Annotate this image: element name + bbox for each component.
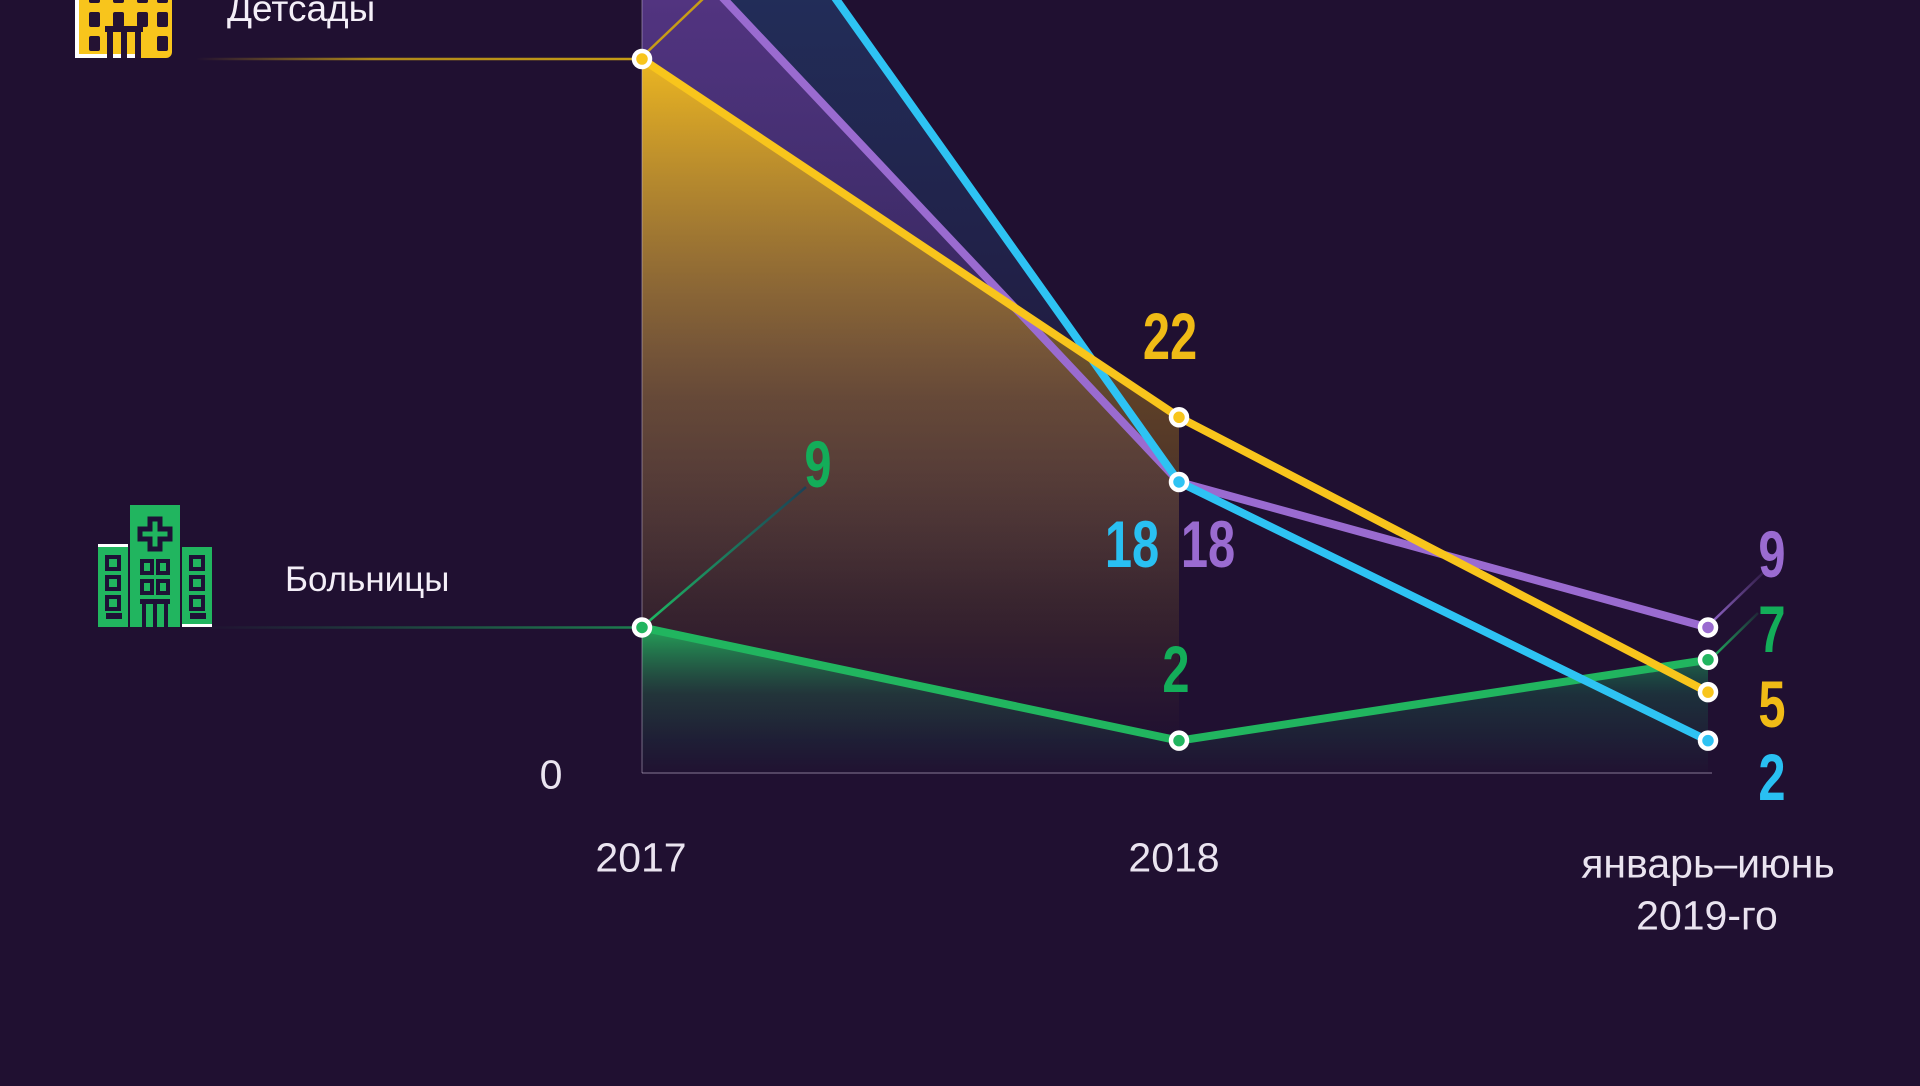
marker-kindergartens-0	[631, 48, 653, 70]
hospital-icon	[98, 505, 212, 627]
value-label-purple-2018: 18	[1180, 507, 1236, 581]
marker-hospitals-0	[631, 617, 653, 638]
value-label-kindergartens-2019: 5	[1758, 667, 1786, 741]
x-tick-2018: 2018	[1128, 834, 1220, 881]
purple-2019-label-leader	[1713, 571, 1765, 621]
marker-cyan-2	[1697, 730, 1719, 751]
value-label-hospitals-2017: 9	[804, 427, 832, 501]
y-axis-zero-label: 0	[539, 751, 563, 798]
area-fills	[642, 0, 1708, 773]
marker-cyan-1	[1168, 471, 1190, 493]
leader-lines	[196, 0, 1765, 657]
marker-hospitals-1	[1168, 730, 1190, 751]
hospitals-2017-label-leader	[647, 486, 807, 623]
legend-label-hospitals: Больницы	[285, 560, 450, 599]
x-tick-2019-line2: 2019-го	[1636, 892, 1778, 939]
value-label-cyan-2019: 2	[1758, 740, 1786, 814]
value-label-purple-2019: 9	[1758, 517, 1786, 591]
area-hospitals	[642, 627, 1708, 773]
x-tick-2017: 2017	[595, 834, 687, 881]
hospitals-2019-label-leader	[1713, 612, 1759, 657]
marker-kindergartens-2	[1697, 681, 1719, 703]
value-label-cyan-2018: 18	[1104, 507, 1160, 581]
kindergarten-icon	[75, 0, 172, 58]
x-tick-2019-line1: январь–июнь	[1581, 840, 1835, 887]
marker-purple-2	[1697, 617, 1719, 638]
area-kindergartens	[642, 59, 1179, 773]
value-label-hospitals-2019: 7	[1758, 592, 1786, 666]
marker-hospitals-2	[1697, 649, 1719, 671]
value-label-kindergartens-2018: 22	[1142, 299, 1198, 373]
value-label-hospitals-2018: 2	[1162, 632, 1190, 706]
marker-kindergartens-1	[1168, 407, 1190, 428]
kindergartens-top-leader	[642, 0, 704, 57]
data-point-markers	[631, 48, 1719, 751]
legend-label-kindergartens: Детсады	[227, 0, 376, 29]
